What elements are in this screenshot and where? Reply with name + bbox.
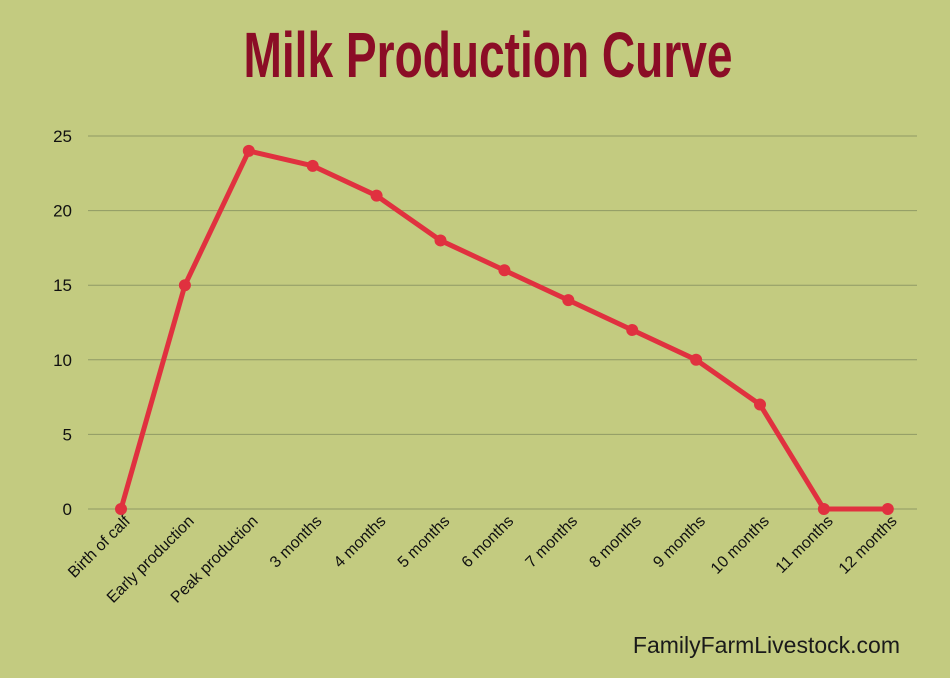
y-tick-label: 15: [53, 276, 72, 295]
data-point: [306, 159, 319, 172]
data-point: [498, 264, 511, 277]
x-tick-label: 12 months: [836, 513, 901, 578]
data-point: [434, 234, 447, 247]
data-point: [690, 353, 703, 366]
data-point: [115, 503, 127, 515]
data-point: [242, 144, 255, 157]
y-tick-label: 25: [53, 127, 72, 146]
y-tick-label: 5: [63, 425, 72, 444]
data-point: [178, 279, 191, 292]
data-point: [881, 503, 894, 515]
x-tick-label: 8 months: [586, 513, 645, 572]
x-tick-label: 7 months: [523, 513, 582, 572]
data-point: [562, 294, 575, 307]
x-tick-label: 10 months: [708, 513, 773, 578]
x-tick-label: 5 months: [395, 513, 454, 572]
y-tick-label: 20: [53, 202, 72, 221]
x-tick-label: Birth of calf: [65, 512, 134, 581]
site-watermark: FamilyFarmLivestock.com: [632, 632, 900, 658]
data-point: [370, 189, 383, 202]
series-line: [118, 148, 891, 512]
x-tick-label: 3 months: [267, 513, 326, 572]
y-tick-label: 0: [63, 500, 72, 519]
data-point: [754, 398, 766, 411]
data-point: [626, 323, 639, 336]
x-tick-label: 9 months: [650, 513, 709, 572]
y-tick-label: 10: [53, 351, 72, 370]
x-tick-label: 11 months: [773, 513, 837, 577]
data-point: [817, 503, 830, 515]
x-tick-label: 6 months: [459, 513, 518, 572]
x-tick-label: 4 months: [331, 513, 390, 572]
chart-title: Milk Production Curve: [243, 19, 733, 91]
